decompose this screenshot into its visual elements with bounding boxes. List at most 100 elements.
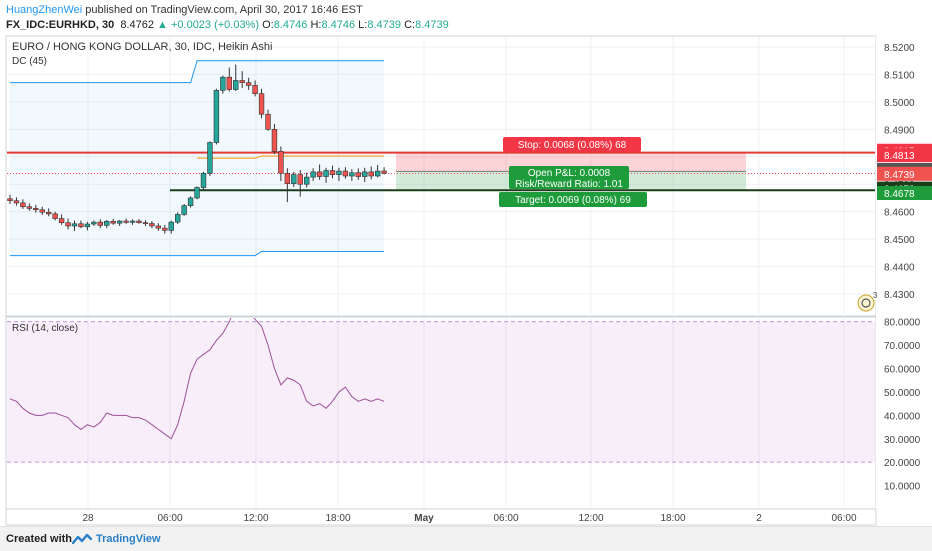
candle — [303, 172, 310, 188]
candle-body — [78, 223, 84, 228]
candle-body — [213, 90, 220, 143]
price-axis-marker-text: 8.4813 — [884, 151, 915, 162]
candle — [239, 71, 245, 89]
candle — [194, 186, 200, 200]
time-tick-label: 18:00 — [325, 513, 350, 524]
candle — [116, 219, 123, 226]
candle — [168, 220, 174, 234]
pnl-label: Open P&L: 0.0008 Risk/Reward Ratio: 1.01 — [509, 166, 629, 190]
candle — [207, 141, 213, 176]
price-axis[interactable] — [876, 36, 932, 509]
candle-body — [278, 150, 284, 174]
candle — [155, 223, 162, 231]
candle-body — [7, 198, 13, 202]
candle-body — [91, 221, 97, 225]
candle-body — [355, 172, 361, 177]
candle-body — [97, 221, 104, 226]
candle-body — [123, 220, 129, 223]
price-tick-label: 8.5100 — [884, 70, 915, 81]
ohlc-line: FX_IDC:EURHKD, 30 8.4762 ▲ +0.0023 (+0.0… — [6, 19, 449, 31]
candle — [362, 167, 368, 183]
candle — [187, 196, 194, 208]
publish-line: HuangZhenWei published on TradingView.co… — [6, 4, 363, 16]
footer: Created with TradingView — [0, 526, 932, 551]
open-label: O: — [262, 19, 274, 31]
candle — [26, 203, 33, 211]
time-tick-label: 06:00 — [493, 513, 518, 524]
candle-body — [349, 172, 355, 177]
candle-body — [220, 76, 226, 91]
time-axis[interactable] — [5, 508, 877, 526]
rsi-tick-label: 10.0000 — [884, 482, 921, 493]
candle-body — [104, 220, 110, 226]
candle — [265, 109, 271, 131]
time-tick-label: 06:00 — [831, 513, 856, 524]
candle-body — [194, 187, 200, 199]
candle — [162, 224, 168, 234]
candle-body — [239, 80, 245, 83]
candle — [271, 123, 278, 155]
candle-body — [175, 214, 181, 223]
rsi-tick-label: 70.0000 — [884, 341, 921, 352]
candle-body — [155, 225, 162, 229]
published-text: published on TradingView.com, April 30, … — [85, 4, 363, 16]
stop-zone — [396, 152, 746, 172]
stop-label: Stop: 0.0068 (0.08%) 68 — [503, 137, 641, 152]
candle — [52, 211, 58, 221]
created-with-text: Created with — [6, 533, 73, 545]
candle-body — [65, 222, 71, 227]
candle — [278, 146, 284, 181]
svg-text:3: 3 — [873, 291, 878, 300]
candle-body — [291, 174, 297, 184]
candle — [97, 219, 104, 229]
candle — [226, 67, 232, 92]
chart-area[interactable]: 8.52008.51008.50008.49008.48008.47008.46… — [0, 34, 932, 526]
candle-body — [71, 223, 78, 227]
candle-body — [226, 76, 232, 90]
candle — [284, 168, 291, 203]
stop-text: Stop: 0.0068 (0.08%) 68 — [518, 140, 627, 151]
candle-body — [316, 171, 323, 177]
candle — [381, 167, 387, 175]
price-axis-marker — [877, 166, 932, 181]
candle-body — [110, 220, 116, 224]
tradingview-logo-icon — [72, 533, 92, 545]
tradingview-brand[interactable]: TradingView — [96, 533, 161, 545]
candle — [104, 219, 110, 229]
candle — [149, 221, 155, 229]
candle — [220, 75, 226, 94]
donchian-upper-line — [10, 60, 385, 84]
close-label: C: — [404, 19, 416, 31]
candle-body — [297, 174, 303, 185]
candle — [181, 204, 187, 216]
candle — [91, 220, 97, 226]
chart-title: EURO / HONG KONG DOLLAR, 30, IDC, Heikin… — [12, 41, 272, 53]
time-tick-label: 2 — [756, 513, 762, 524]
rsi-tick-label: 80.0000 — [884, 318, 921, 329]
candle — [213, 88, 220, 145]
candle — [245, 77, 252, 90]
price-tick-label: 8.5000 — [884, 98, 915, 109]
candle — [71, 220, 78, 231]
plotlist-icon[interactable]: 3 — [857, 291, 878, 312]
candle-body — [362, 171, 368, 177]
target-text: Target: 0.0069 (0.08%) 69 — [515, 195, 631, 206]
donchian-mid-line — [197, 155, 385, 159]
price-tick-label: 8.4600 — [884, 208, 915, 219]
candle-body — [26, 206, 33, 209]
time-tick-label: 12:00 — [578, 513, 603, 524]
candle — [84, 221, 91, 231]
candle — [78, 220, 84, 229]
author-link[interactable]: HuangZhenWei — [6, 4, 83, 16]
rsi-pane[interactable] — [5, 316, 877, 510]
candle-body — [323, 170, 329, 177]
candle — [175, 212, 181, 225]
candle-body — [258, 93, 265, 115]
price-tick-label: 8.4400 — [884, 263, 915, 274]
candle-body — [233, 80, 239, 90]
candle — [33, 204, 39, 213]
pnl-text: Open P&L: 0.0008 — [528, 168, 611, 179]
candle — [129, 219, 136, 225]
price-tick-label: 8.4900 — [884, 125, 915, 136]
candle-body — [252, 85, 258, 94]
